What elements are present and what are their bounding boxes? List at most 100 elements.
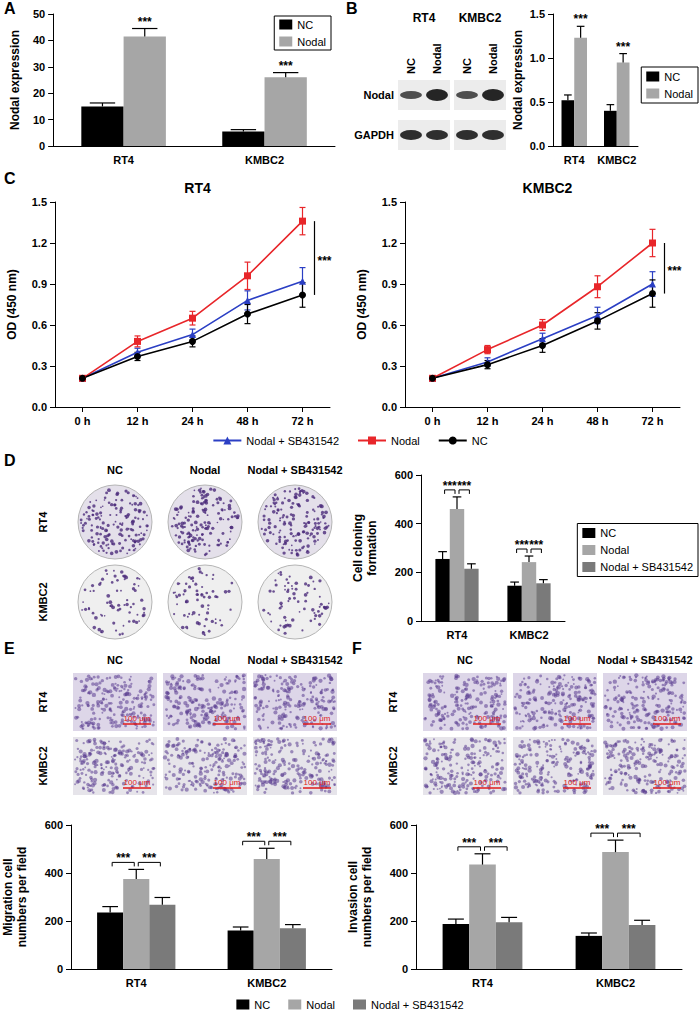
svg-text:Nodal: Nodal (391, 435, 420, 447)
svg-text:RT4: RT4 (113, 154, 135, 166)
svg-text:12 h: 12 h (476, 415, 498, 427)
svg-text:KMBC2: KMBC2 (387, 746, 399, 785)
svg-text:0: 0 (407, 615, 413, 627)
svg-text:600: 600 (390, 819, 408, 831)
svg-text:NC: NC (107, 464, 123, 476)
svg-text:RT4: RT4 (564, 154, 586, 166)
svg-text:Cell cloning: Cell cloning (351, 514, 365, 582)
svg-text:RT4: RT4 (472, 977, 494, 989)
svg-text:***: *** (142, 851, 156, 865)
svg-text:48 h: 48 h (586, 415, 608, 427)
svg-text:NC: NC (461, 58, 473, 74)
svg-text:100 μm: 100 μm (654, 778, 681, 787)
svg-text:0: 0 (39, 140, 45, 152)
svg-text:RT4: RT4 (126, 977, 148, 989)
svg-text:1.2: 1.2 (32, 237, 47, 249)
svg-text:***: *** (318, 254, 332, 268)
svg-text:100 μm: 100 μm (304, 714, 331, 723)
svg-text:40: 40 (33, 34, 45, 46)
svg-text:KMBC2: KMBC2 (597, 154, 636, 166)
svg-text:0: 0 (57, 963, 63, 975)
svg-text:***: *** (247, 830, 261, 844)
svg-text:72 h: 72 h (291, 415, 313, 427)
svg-text:200: 200 (45, 915, 63, 927)
svg-text:Nodal + SB431542: Nodal + SB431542 (246, 435, 339, 447)
svg-text:Nodal + SB431542: Nodal + SB431542 (247, 654, 342, 666)
svg-text:0.5: 0.5 (530, 96, 545, 108)
svg-text:Nodal: Nodal (664, 88, 693, 100)
svg-text:Nodal: Nodal (363, 89, 394, 101)
svg-text:24 h: 24 h (181, 415, 203, 427)
svg-text:10: 10 (33, 114, 45, 126)
svg-text:400: 400 (395, 518, 413, 530)
svg-text:Invasion cell: Invasion cell (346, 861, 360, 933)
svg-text:0.0: 0.0 (382, 401, 397, 413)
svg-text:1.2: 1.2 (382, 237, 397, 249)
svg-text:numbers per field: numbers per field (360, 847, 374, 948)
svg-text:NC: NC (254, 999, 270, 1011)
svg-text:Nodal: Nodal (297, 36, 326, 48)
svg-text:KMBC2: KMBC2 (37, 746, 49, 785)
svg-text:Nodal + SB431542: Nodal + SB431542 (597, 654, 692, 666)
svg-text:1.5: 1.5 (32, 196, 47, 208)
svg-text:Nodal: Nodal (190, 464, 221, 476)
svg-text:72 h: 72 h (641, 415, 663, 427)
svg-text:400: 400 (390, 867, 408, 879)
svg-text:NC: NC (107, 654, 123, 666)
svg-text:100 μm: 100 μm (214, 714, 241, 723)
svg-text:100 μm: 100 μm (654, 714, 681, 723)
svg-text:***: *** (116, 851, 130, 865)
svg-text:***: *** (443, 479, 457, 493)
svg-text:48 h: 48 h (236, 415, 258, 427)
svg-text:400: 400 (45, 867, 63, 879)
svg-text:***: *** (273, 830, 287, 844)
svg-text:Nodal expression: Nodal expression (511, 30, 525, 130)
svg-text:100 μm: 100 μm (564, 778, 591, 787)
svg-text:Nodal: Nodal (487, 43, 499, 74)
svg-text:600: 600 (395, 469, 413, 481)
svg-text:Nodal + SB431542: Nodal + SB431542 (371, 999, 464, 1011)
svg-text:Nodal: Nodal (190, 654, 221, 666)
svg-text:KMBC2: KMBC2 (509, 629, 548, 641)
svg-text:0.3: 0.3 (32, 360, 47, 372)
svg-text:12 h: 12 h (126, 415, 148, 427)
svg-text:***: *** (668, 264, 682, 278)
svg-text:***: *** (622, 822, 636, 836)
svg-text:100 μm: 100 μm (304, 778, 331, 787)
svg-text:0.0: 0.0 (32, 401, 47, 413)
svg-text:OD (450 nm): OD (450 nm) (355, 269, 369, 340)
svg-text:RT4: RT4 (413, 11, 436, 25)
svg-text:NC: NC (472, 435, 488, 447)
svg-text:20: 20 (33, 87, 45, 99)
svg-text:NC: NC (600, 527, 616, 539)
svg-text:24 h: 24 h (531, 415, 553, 427)
svg-text:100 μm: 100 μm (214, 778, 241, 787)
svg-text:NC: NC (457, 654, 473, 666)
svg-text:KMBC2: KMBC2 (596, 977, 635, 989)
svg-text:100 μm: 100 μm (124, 778, 151, 787)
svg-text:0.0: 0.0 (530, 140, 545, 152)
svg-text:1.0: 1.0 (530, 52, 545, 64)
svg-text:0.3: 0.3 (382, 360, 397, 372)
svg-text:KMBC2: KMBC2 (247, 977, 286, 989)
svg-text:RT4: RT4 (37, 691, 49, 713)
svg-text:RT4: RT4 (37, 511, 49, 533)
svg-text:formation: formation (365, 520, 379, 575)
svg-text:RT4: RT4 (387, 691, 399, 713)
svg-text:100 μm: 100 μm (474, 778, 501, 787)
svg-text:0 h: 0 h (75, 415, 91, 427)
svg-text:KMBC2: KMBC2 (37, 582, 49, 621)
svg-text:0.6: 0.6 (32, 319, 47, 331)
svg-text:NC: NC (297, 19, 313, 31)
svg-text:Migration cell: Migration cell (1, 858, 15, 935)
svg-text:NC: NC (664, 71, 680, 83)
svg-text:50: 50 (33, 8, 45, 20)
svg-text:***: *** (279, 59, 293, 73)
svg-text:***: *** (515, 538, 529, 552)
svg-text:Nodal: Nodal (540, 654, 571, 666)
svg-text:0.9: 0.9 (32, 278, 47, 290)
svg-text:30: 30 (33, 61, 45, 73)
svg-text:200: 200 (390, 915, 408, 927)
svg-text:Nodal: Nodal (306, 999, 335, 1011)
svg-text:***: *** (457, 479, 471, 493)
